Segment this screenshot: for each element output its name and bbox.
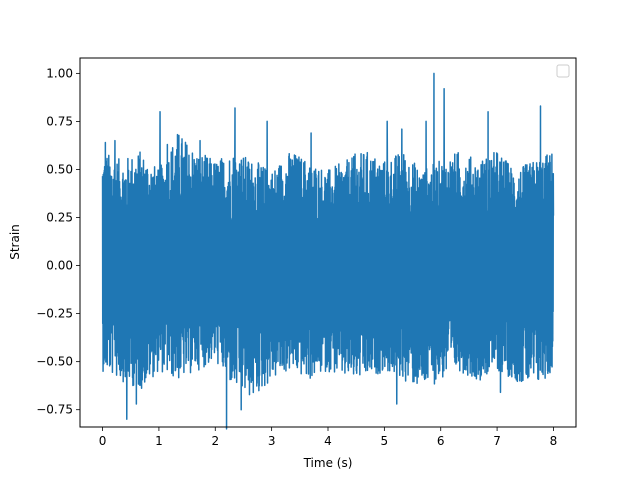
x-tick-label: 2 — [211, 434, 219, 448]
x-tick-label: 4 — [324, 434, 332, 448]
y-tick-label: −0.50 — [36, 355, 73, 369]
x-axis-label: Time (s) — [303, 456, 353, 470]
y-tick-label: 0.50 — [46, 162, 73, 176]
y-tick-label: 0.00 — [46, 259, 73, 273]
x-tick-label: 6 — [437, 434, 445, 448]
x-tick-label: 5 — [381, 434, 389, 448]
series-line — [101, 72, 555, 430]
y-tick-label: −0.75 — [36, 403, 73, 417]
x-tick-label: 1 — [155, 434, 163, 448]
x-tick-label: 3 — [268, 434, 276, 448]
x-ticks: 0 1 2 3 4 5 6 7 8 — [99, 427, 558, 448]
y-tick-label: 0.25 — [46, 211, 73, 225]
x-tick-label: 8 — [550, 434, 558, 448]
y-tick-label: 0.75 — [46, 114, 73, 128]
y-ticks: −0.75 −0.50 −0.25 0.00 0.25 0.50 0.75 1.00 — [36, 66, 80, 417]
plot-layer — [101, 72, 555, 430]
y-tick-label: −0.25 — [36, 307, 73, 321]
y-axis-label: Strain — [8, 224, 22, 260]
legend-box — [556, 64, 570, 78]
x-tick-label: 7 — [493, 434, 501, 448]
x-tick-label: 0 — [99, 434, 107, 448]
y-tick-label: 1.00 — [46, 66, 73, 80]
